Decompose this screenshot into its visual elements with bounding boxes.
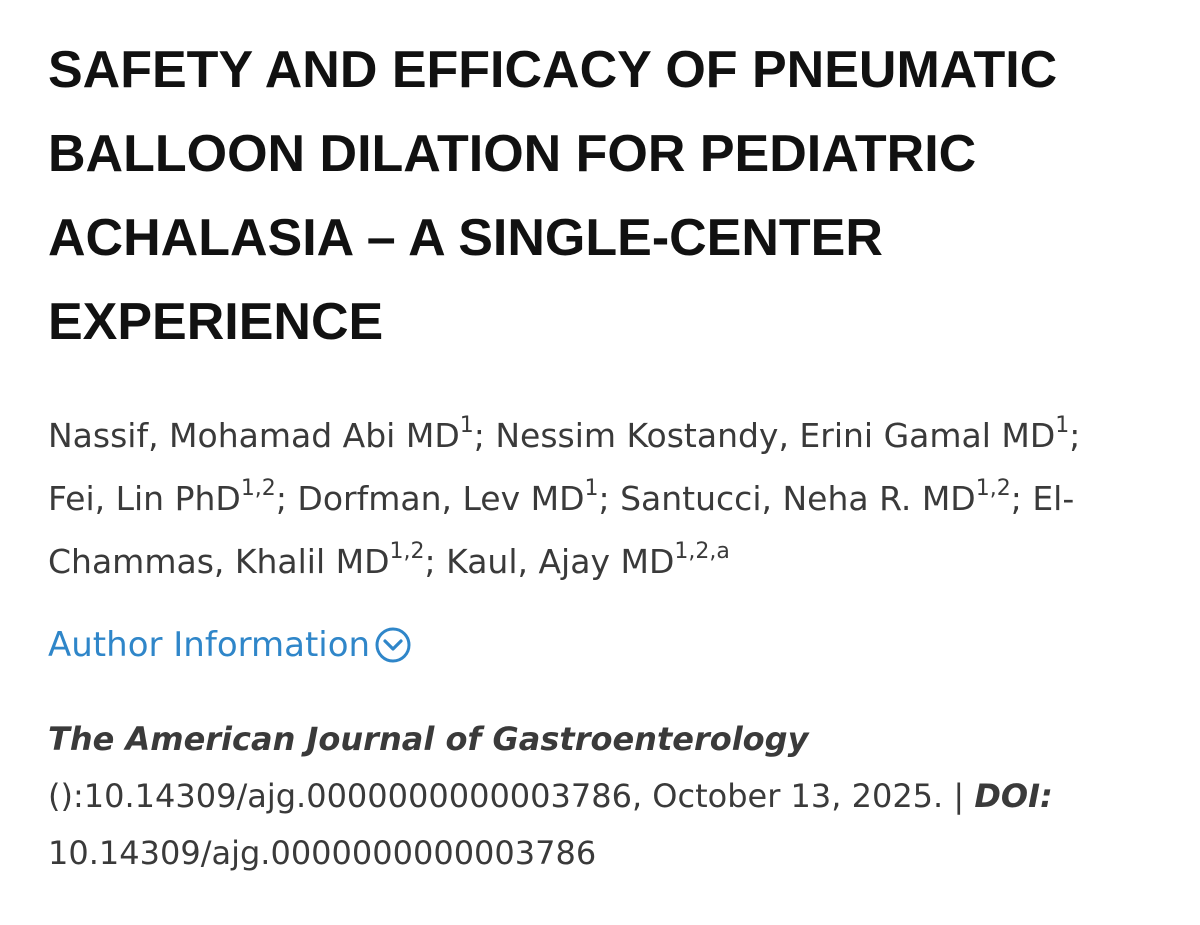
- author-separator: ;: [275, 479, 298, 518]
- author-name[interactable]: Dorfman, Lev MD: [297, 479, 585, 518]
- author-information-label: Author Information: [48, 625, 371, 665]
- doi-label: DOI:: [974, 777, 1053, 815]
- author-separator: ;: [473, 416, 496, 455]
- author-separator: ;: [424, 542, 447, 581]
- author-affiliation: 1,2,a: [674, 539, 730, 564]
- citation-divider: |: [943, 777, 975, 815]
- author-name[interactable]: El-Chammas, Khalil MD: [48, 479, 1075, 581]
- article-title: SAFETY AND EFFICACY OF PNEUMATIC BALLOON…: [48, 41, 1058, 351]
- author-affiliation: 1,2: [975, 476, 1011, 501]
- author-name[interactable]: Kaul, Ajay MD: [446, 542, 675, 581]
- author-name[interactable]: Santucci, Neha R. MD: [620, 479, 976, 518]
- author-affiliation: 1,2: [389, 539, 425, 564]
- author-affiliation: 1: [459, 413, 474, 438]
- citation-details: ():10.14309/ajg.0000000000003786, Octobe…: [48, 777, 944, 815]
- author-information-toggle[interactable]: Author Information: [48, 623, 412, 667]
- author-affiliation: 1,2: [240, 476, 276, 501]
- author-list: Nassif, Mohamad Abi MD1; Nessim Kostandy…: [48, 404, 1148, 593]
- journal-name[interactable]: The American Journal of Gastroenterology: [48, 720, 809, 758]
- article-header: SAFETY AND EFFICACY OF PNEUMATIC BALLOON…: [48, 28, 1158, 882]
- author-affiliation: 1: [584, 476, 599, 501]
- chevron-down-circle-icon[interactable]: [374, 626, 412, 664]
- author-name[interactable]: Nassif, Mohamad Abi MD: [48, 416, 460, 455]
- author-affiliation: 1: [1055, 413, 1070, 438]
- author-separator: ;: [1010, 479, 1033, 518]
- author-name[interactable]: Nessim Kostandy, Erini Gamal MD: [495, 416, 1056, 455]
- author-name[interactable]: Fei, Lin PhD: [48, 479, 241, 518]
- citation: The American Journal of Gastroenterology…: [48, 711, 1158, 882]
- author-separator: ;: [1069, 416, 1081, 455]
- author-separator: ;: [598, 479, 621, 518]
- doi-value[interactable]: 10.14309/ajg.0000000000003786: [48, 834, 597, 872]
